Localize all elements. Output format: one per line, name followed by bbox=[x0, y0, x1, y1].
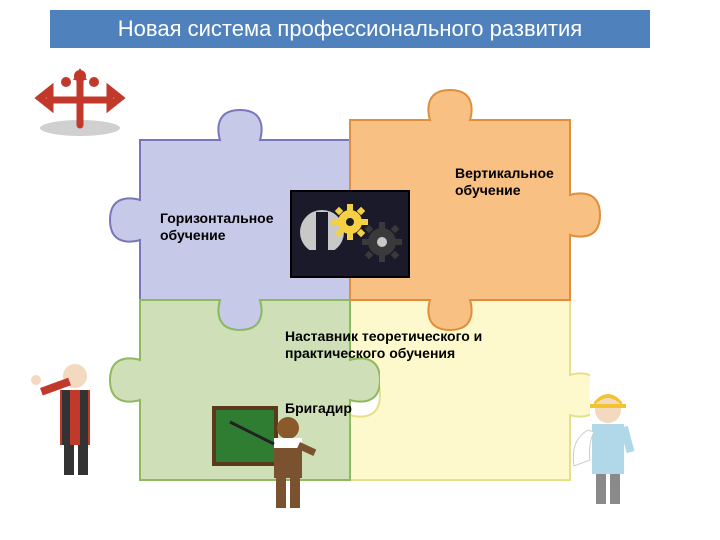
center-gears-illustration bbox=[290, 190, 410, 278]
label-tl: Горизонтальное обучение bbox=[160, 210, 290, 244]
page-title: Новая система профессионального развития bbox=[118, 16, 582, 42]
teacher-icon bbox=[210, 400, 330, 525]
engineer-icon bbox=[560, 380, 660, 515]
arrows-icon bbox=[30, 60, 130, 145]
pointing-man-icon bbox=[30, 350, 120, 485]
label-br: Наставник теоретического и практического… bbox=[285, 328, 505, 362]
puzzle-diagram: Горизонтальное обучение Вертикальное обу… bbox=[100, 60, 620, 500]
label-tr: Вертикальное обучение bbox=[455, 165, 585, 199]
title-bar: Новая система профессионального развития bbox=[50, 10, 650, 48]
